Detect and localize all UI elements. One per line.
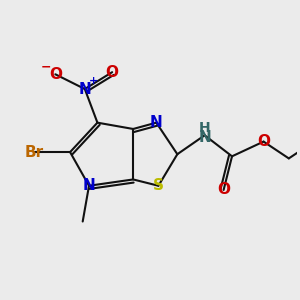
Text: N: N (150, 115, 163, 130)
Text: H: H (199, 121, 211, 135)
Text: N: N (82, 178, 95, 193)
Text: +: + (88, 76, 98, 86)
Text: Br: Br (25, 145, 44, 160)
Text: O: O (257, 134, 270, 149)
Text: N: N (198, 130, 211, 145)
Text: O: O (49, 67, 62, 82)
Text: −: − (41, 60, 51, 73)
Text: O: O (217, 182, 230, 197)
Text: N: N (78, 82, 91, 97)
Text: S: S (153, 178, 164, 193)
Text: O: O (106, 65, 118, 80)
